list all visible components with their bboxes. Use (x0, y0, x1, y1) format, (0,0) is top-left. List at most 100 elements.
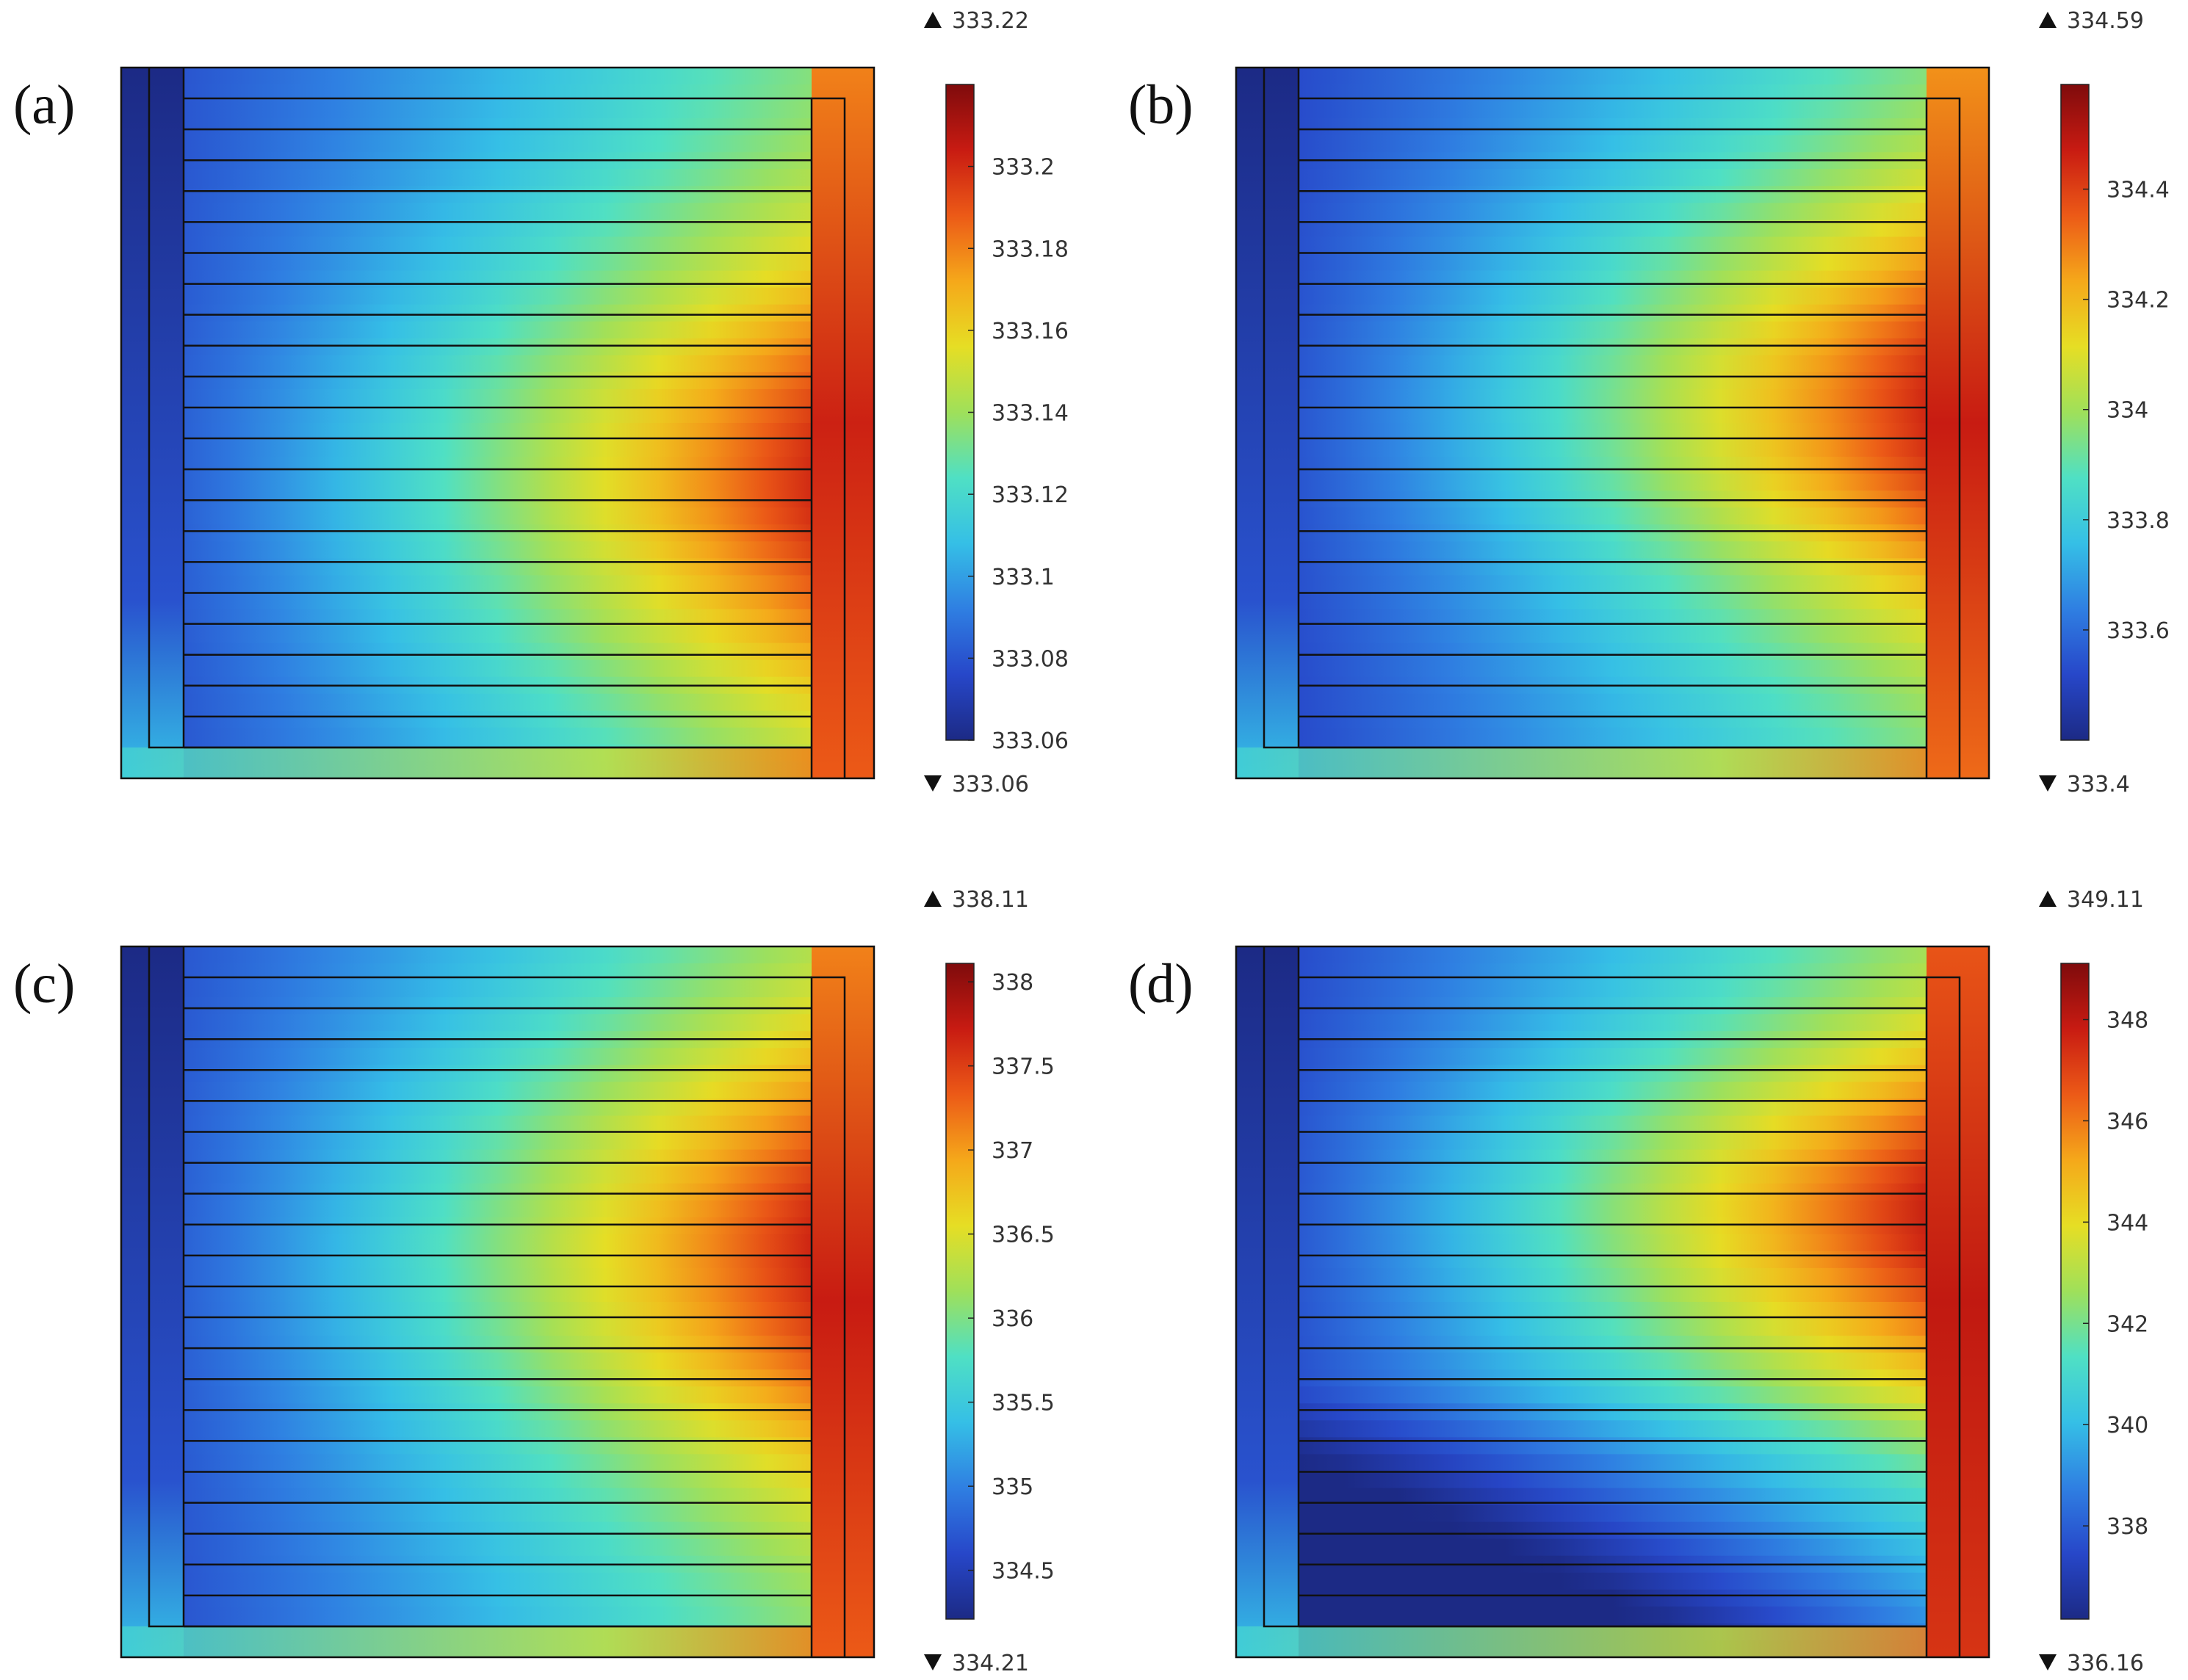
panel-label: (b) (1128, 74, 1194, 136)
colorbar-tick-label: 334.4 (2106, 178, 2170, 203)
heatmap-band (121, 1166, 874, 1184)
colorbar-tick-label: 333.14 (992, 401, 1069, 427)
panel-b: (b) 333.6 333.8 334 334.2 334.4 334.59 333.4 (1128, 8, 2170, 797)
heatmap-band (1236, 101, 1989, 120)
heatmap-band (121, 1234, 874, 1252)
heatmap-band (1236, 524, 1989, 543)
heatmap-band (121, 541, 874, 560)
panel-a: (a) 333.06 333.08 333.1 333.12 333.14 333.16 33… (13, 8, 1069, 797)
heatmap-band (1236, 1234, 1989, 1252)
colorbar-tick-label: 333.1 (992, 565, 1055, 590)
colorbar (945, 963, 975, 1620)
heatmap-band (121, 1353, 874, 1371)
heatmap-band (121, 626, 874, 644)
max-value: 349.11 (2067, 887, 2144, 913)
heatmap-band (1236, 474, 1989, 492)
heatmap-band (1236, 1132, 1989, 1151)
colorbar-tick-label: 336 (992, 1306, 1033, 1332)
heatmap-band (121, 1250, 874, 1269)
heatmap-band (121, 1437, 874, 1455)
heatmap-band (121, 558, 874, 576)
heatmap-band (1236, 1572, 1989, 1590)
heatmap-band (121, 980, 874, 999)
inlet-manifold (1236, 946, 1299, 1657)
heatmap-band (121, 372, 874, 390)
heatmap-band (1236, 997, 1989, 1015)
colorbar-tick-label: 338 (992, 970, 1033, 996)
heatmap-band (1236, 1353, 1989, 1371)
heatmap-band (1236, 1082, 1989, 1100)
heatmap-band (1236, 236, 1989, 255)
heatmap-band (121, 997, 874, 1015)
heatmap-band (1236, 1454, 1989, 1472)
heatmap-band (1236, 1521, 1989, 1540)
colorbar-tick-label: 333.8 (2106, 508, 2170, 534)
outlet-manifold (812, 946, 874, 1657)
heatmap-band (121, 1572, 874, 1590)
heatmap-band (1236, 321, 1989, 339)
domain-outline (1235, 945, 1990, 1659)
max-arrow-icon (2039, 891, 2057, 907)
heatmap-band (121, 1538, 874, 1557)
heatmap-band (121, 727, 874, 745)
colorbar-tick-label: 334.2 (2106, 288, 2170, 314)
heatmap-band (121, 1471, 874, 1489)
heatmap-band (121, 946, 874, 965)
colorbar-tick-label: 333.16 (992, 319, 1069, 344)
colorbar-tick-label: 348 (2106, 1008, 2148, 1034)
panel-c: (c) 334.5 335 335.5 336 336.5 337 337.5 338 338.1… (13, 887, 1055, 1676)
heatmap-band (1236, 270, 1989, 289)
heatmap-band (121, 440, 874, 458)
heatmap-band (121, 338, 874, 356)
heatmap-band (1236, 1606, 1989, 1624)
max-value: 334.59 (2067, 8, 2144, 34)
heatmap-band (121, 135, 874, 153)
heatmap-band (1236, 1505, 1989, 1523)
heatmap-band (121, 1115, 874, 1134)
heatmap-band (121, 68, 874, 86)
colorbar (2060, 963, 2090, 1620)
heatmap-band (1236, 592, 1989, 610)
inlet-manifold (121, 946, 184, 1657)
panel-label: (a) (13, 74, 75, 136)
heatmap-band (1236, 304, 1989, 322)
min-value: 333.4 (2067, 772, 2130, 797)
heatmap-band (1236, 338, 1989, 356)
heatmap-band (1236, 1319, 1989, 1337)
heatmap-band (121, 1284, 874, 1303)
heatmap-band (1236, 355, 1989, 373)
heatmap-band (1236, 1420, 1989, 1438)
heatmap-band (121, 321, 874, 339)
colorbar-tick-label: 342 (2106, 1311, 2148, 1337)
heatmap-band (121, 1420, 874, 1438)
max-arrow-icon (2039, 12, 2057, 28)
domain-outline (120, 66, 875, 780)
min-value: 333.06 (952, 772, 1029, 797)
heatmap-band (121, 203, 874, 221)
min-arrow-icon (924, 775, 942, 792)
heatmap-band (121, 118, 874, 137)
heatmap-band (1236, 118, 1989, 137)
heatmap-band (121, 304, 874, 322)
bottom-header (1236, 1626, 1927, 1657)
min-arrow-icon (924, 1654, 942, 1670)
max-arrow-icon (924, 891, 942, 907)
heatmap-band (1236, 1048, 1989, 1066)
max-arrow-icon (924, 12, 942, 28)
heatmap-band (121, 963, 874, 982)
colorbar-tick-label: 335.5 (992, 1391, 1055, 1416)
min-arrow-icon (2039, 1654, 2057, 1670)
heatmap-band (1236, 388, 1989, 407)
heatmap-band (1236, 203, 1989, 221)
min-value: 334.21 (952, 1651, 1029, 1676)
heatmap-band (1236, 963, 1989, 982)
outlet-manifold (812, 68, 874, 778)
heatmap-band (121, 524, 874, 543)
heatmap-band (1236, 1386, 1989, 1405)
heatmap-band (121, 474, 874, 492)
heatmap-band (121, 1521, 874, 1540)
heatmap-band (1236, 169, 1989, 187)
heatmap-band (1236, 1589, 1989, 1607)
heatmap-band (1236, 575, 1989, 593)
